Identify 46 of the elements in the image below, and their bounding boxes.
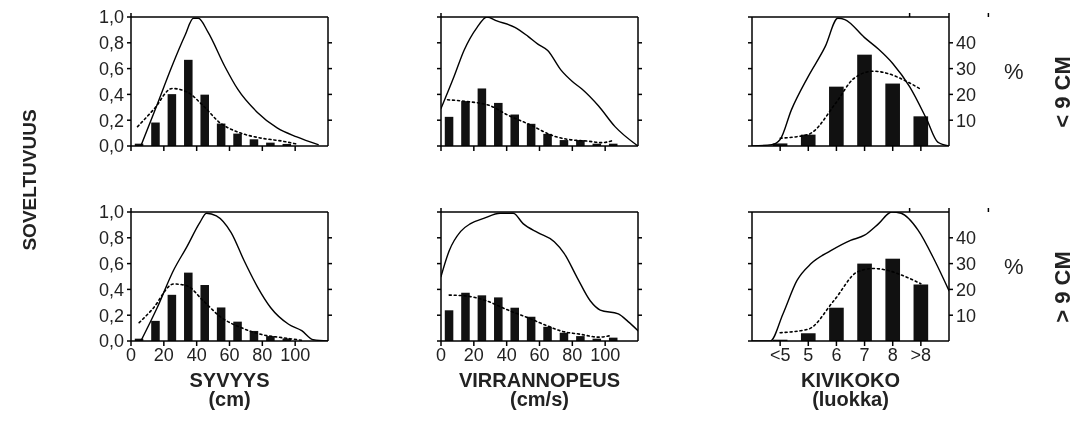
y2-axis-title: %	[1004, 59, 1024, 85]
y-tick-label: 0,8	[98, 33, 124, 54]
x-tick-label: >8	[910, 344, 932, 365]
x-tick-label: 6	[831, 344, 842, 365]
y2-tick-label: 40	[956, 228, 977, 249]
y2-tick-label: 10	[956, 110, 977, 131]
y2-axis-title: %	[1004, 254, 1024, 280]
x-tick-label: 60	[529, 344, 550, 365]
x-tick-label: 5	[803, 344, 814, 365]
x-tick-label: 80	[252, 344, 273, 365]
y2-tick-label: 20	[956, 279, 977, 300]
y2-tick-label: 30	[956, 58, 977, 79]
x-tick-label: 100	[280, 344, 311, 365]
x-axis-title: SYVYYS (cm)	[188, 369, 271, 410]
y-tick-label: 0,8	[98, 228, 124, 249]
x-tick-label: 60	[219, 344, 240, 365]
x-tick-label: 8	[887, 344, 898, 365]
x-tick-label: 100	[590, 344, 621, 365]
y-tick-label: 1,0	[98, 202, 124, 223]
y-tick-label: 0,2	[98, 110, 124, 131]
text: > 9 CM	[1050, 251, 1076, 323]
y2-tick-label: 10	[956, 305, 977, 326]
y-tick-label: 0,6	[98, 58, 124, 79]
y2-tick-label: 30	[956, 253, 977, 274]
x-tick-label: 80	[562, 344, 583, 365]
y-tick-label: 0,4	[98, 84, 124, 105]
y-axis-title: SOVELTUVUUS	[19, 109, 41, 251]
x-tick-label: 40	[186, 344, 207, 365]
y-tick-label: 0,6	[98, 253, 124, 274]
y2-tick-label: 20	[956, 84, 977, 105]
text: < 9 CM	[1050, 56, 1076, 128]
y-tick-label: 0,4	[98, 279, 124, 300]
y-tick-label: 0,0	[98, 331, 124, 352]
x-tick-label: 20	[463, 344, 484, 365]
x-tick-label: 20	[153, 344, 174, 365]
y2-tick-label: 40	[956, 33, 977, 54]
x-tick-label: 0	[435, 344, 447, 365]
x-tick-label: 7	[859, 344, 870, 365]
x-axis-title: KIVIKOKO (luokka)	[800, 369, 901, 410]
y-tick-label: 0,0	[98, 136, 124, 157]
y-tick-label: 0,2	[98, 305, 124, 326]
y-tick-label: 1,0	[98, 7, 124, 28]
x-tick-label: <5	[769, 344, 791, 365]
x-tick-label: 40	[496, 344, 517, 365]
x-axis-title: VIRRANNOPEUS (cm/s)	[457, 369, 622, 410]
x-tick-label: 0	[125, 344, 137, 365]
